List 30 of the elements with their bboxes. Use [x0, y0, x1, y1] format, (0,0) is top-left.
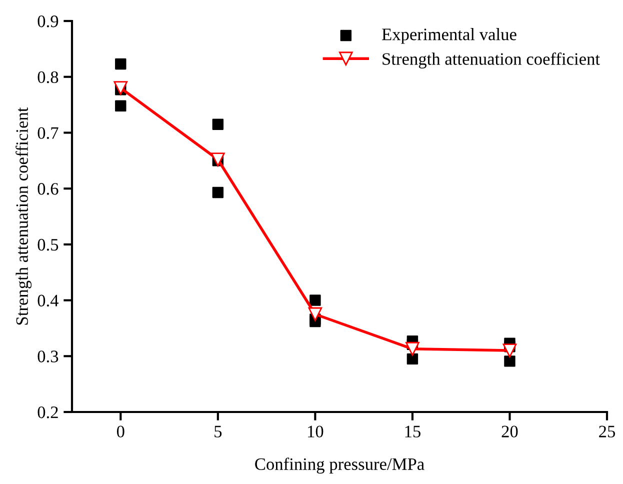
point: [310, 294, 321, 306]
x-tick-label: 10: [308, 426, 324, 438]
x-tick-label: 0: [116, 426, 124, 438]
x-tick-label: 5: [214, 426, 222, 438]
point: [115, 100, 126, 112]
x-axis-title: Confining pressure/MPa: [255, 458, 424, 474]
point: [212, 118, 224, 130]
x-tick-label: 20: [502, 426, 518, 438]
legend-label: Experimental value: [382, 28, 516, 44]
x-tick-label: 15: [405, 426, 420, 438]
point: [502, 344, 517, 358]
y-axis-title: Strength attenuation coefficient: [16, 107, 32, 325]
point: [212, 186, 224, 198]
y-tick-label: 0.7: [38, 127, 58, 139]
point: [115, 58, 126, 70]
y-tick-label: 0.3: [38, 350, 58, 362]
y-tick-label: 0.5: [38, 238, 58, 251]
x-tick-label: 25: [599, 426, 615, 438]
y-tick-label: 0.9: [38, 15, 58, 28]
legend-label: Strength attenuation coefficient: [382, 52, 600, 68]
y-tick-label: 0.6: [38, 183, 58, 195]
y-tick-label: 0.2: [38, 406, 58, 418]
y-tick-label: 0.8: [38, 71, 58, 84]
point: [406, 342, 420, 356]
point: [308, 307, 322, 322]
y-tick-label: 0.4: [38, 294, 59, 307]
point: [114, 81, 128, 95]
point: [504, 356, 516, 367]
point: [210, 152, 225, 166]
point: [406, 353, 418, 365]
